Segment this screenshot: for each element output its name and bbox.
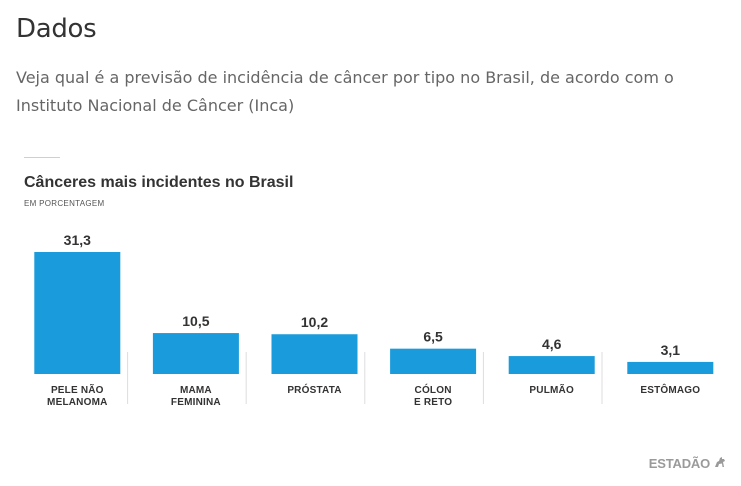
category-label: PULMÃO xyxy=(529,383,574,396)
bar xyxy=(152,333,239,374)
value-label: 4,6 xyxy=(542,336,562,352)
value-label: 3,1 xyxy=(661,342,681,358)
bar xyxy=(390,348,477,374)
category-label: CÓLON E RETO xyxy=(414,383,452,408)
value-label: 6,5 xyxy=(423,329,443,345)
chart-title: Cânceres mais incidentes no Brasil xyxy=(24,174,294,191)
category-label: MAMA FEMININA xyxy=(171,385,221,408)
brand-logo: ESTADÃO xyxy=(649,455,727,472)
chart-divider xyxy=(24,157,60,158)
page-description: Veja qual é a previsão de incidência de … xyxy=(16,68,674,115)
value-label: 10,5 xyxy=(182,313,209,329)
bar xyxy=(627,361,714,374)
horse-rider-icon xyxy=(713,455,727,472)
brand-name: ESTADÃO xyxy=(648,456,710,471)
bar xyxy=(271,334,358,374)
category-label: PELE NÃO MELANOMA xyxy=(47,383,107,408)
category-label: PRÓSTATA xyxy=(287,383,341,396)
page-title: Dados xyxy=(16,14,97,44)
category-label: ESTÔMAGO xyxy=(640,383,700,396)
chart-subtitle: EM PORCENTAGEM xyxy=(24,199,105,208)
bar xyxy=(34,252,121,374)
value-label: 31,3 xyxy=(64,232,91,248)
bar xyxy=(508,356,595,374)
value-label: 10,2 xyxy=(301,314,328,330)
